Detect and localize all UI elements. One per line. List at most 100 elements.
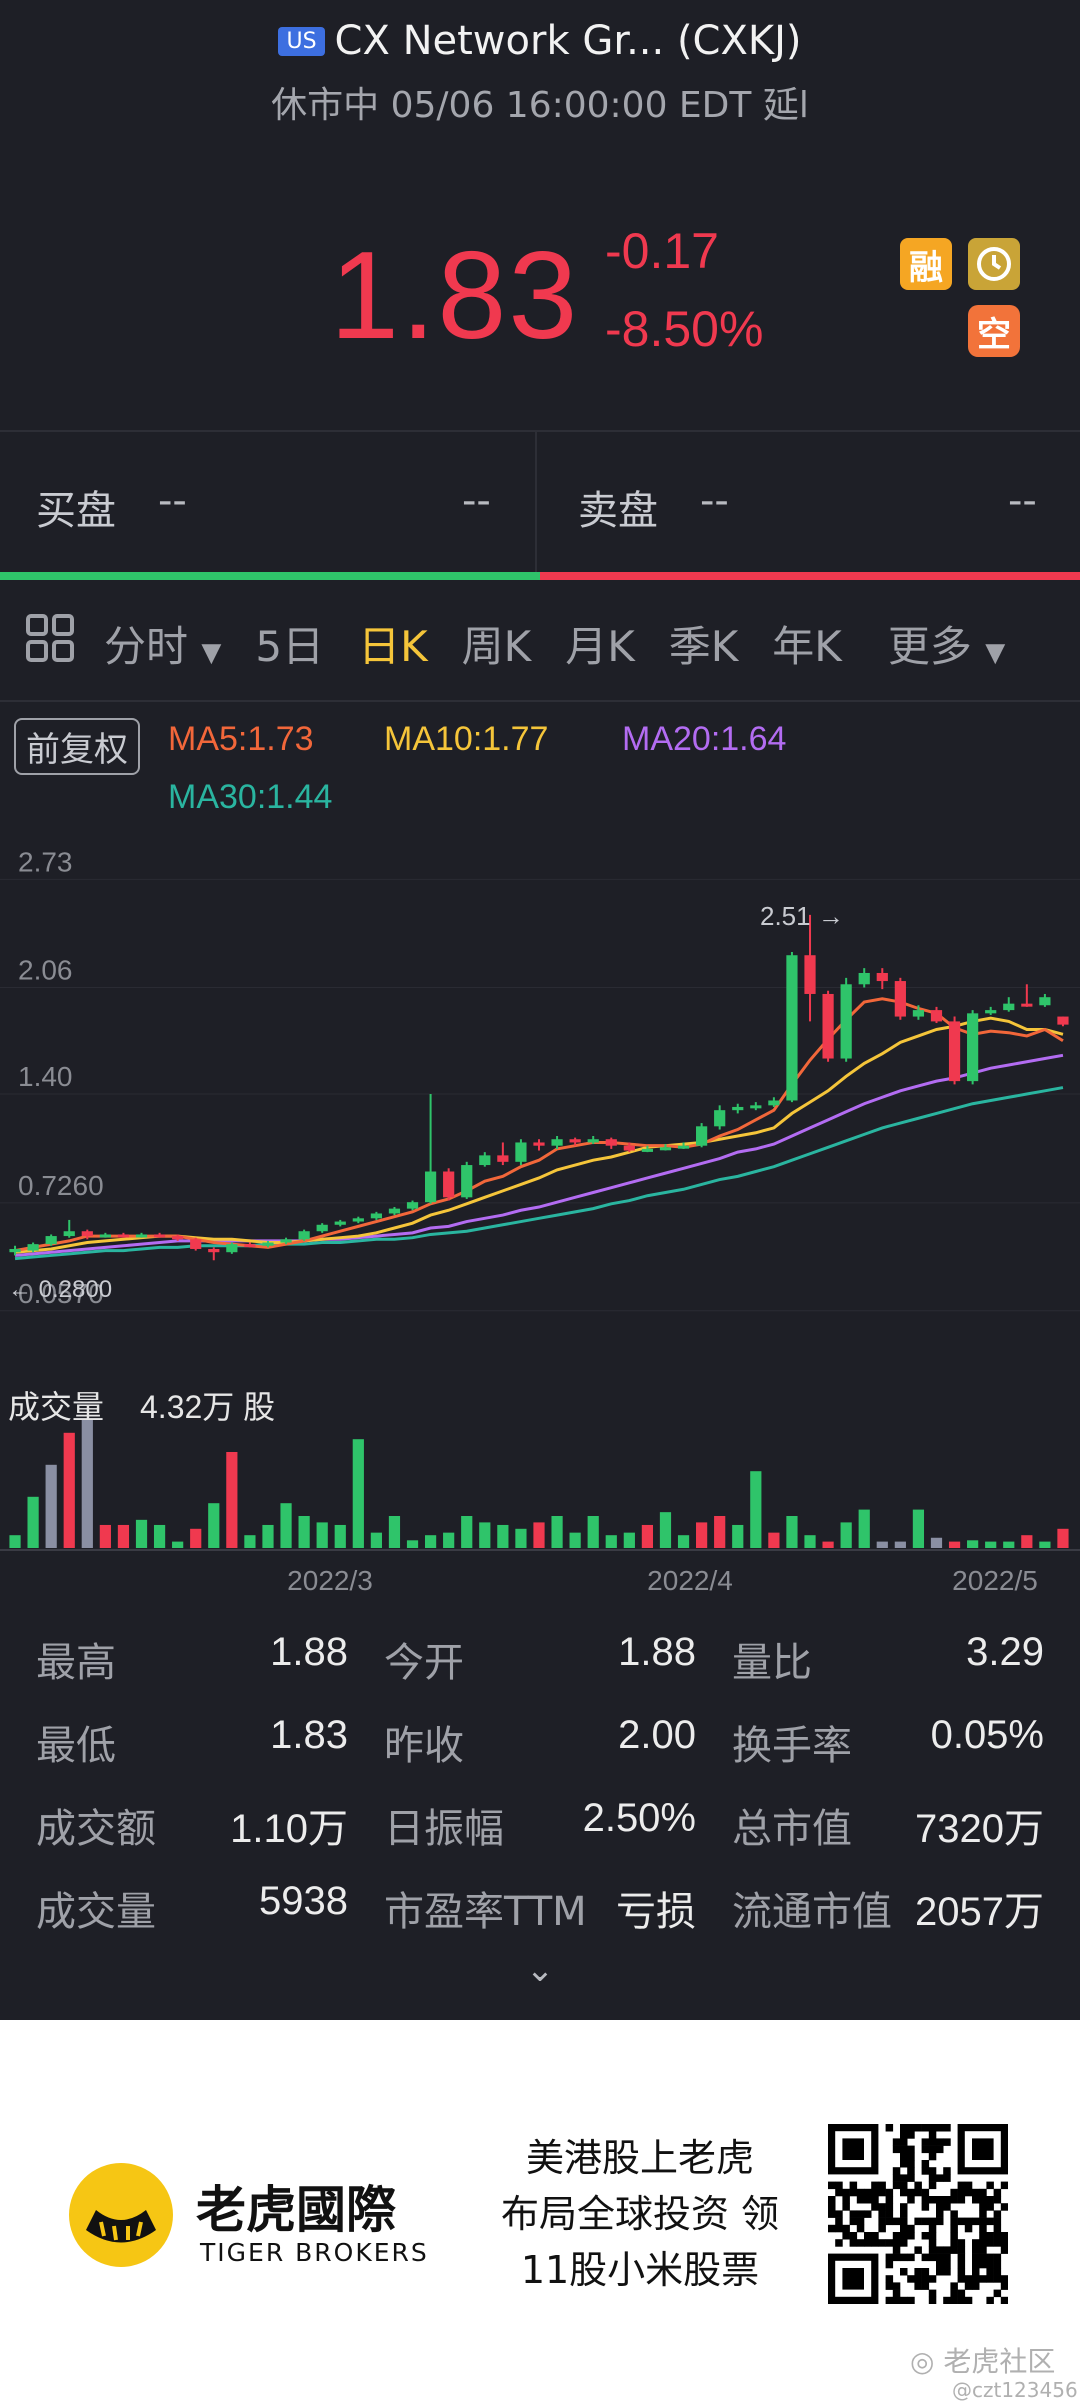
margin-tag[interactable]: 融 [900, 238, 952, 290]
tab-monthly[interactable]: 月K [565, 621, 635, 671]
candle-body [352, 1218, 364, 1222]
qr-module [943, 2167, 951, 2175]
qr-module [993, 2217, 1002, 2226]
tab-weekly[interactable]: 周K [461, 621, 532, 671]
qr-module [892, 2145, 901, 2154]
volume-value: 4.32万 股 [140, 1389, 276, 1425]
qr-module [972, 2282, 980, 2290]
qr-module [907, 2131, 915, 2139]
qr-module [950, 2282, 958, 2290]
qr-module [979, 2210, 987, 2218]
qr-module [921, 2217, 930, 2226]
tab-daily[interactable]: 日K [358, 621, 428, 671]
qr-module [892, 2239, 901, 2247]
stat-value: 2.00 [618, 1713, 696, 1757]
qr-module [892, 2138, 901, 2146]
volume-bar [226, 1452, 238, 1548]
kline-chart[interactable]: 2.73 2.06 1.40 0.7260 0.0570 2.51 → ← 0.2800 20… [0, 830, 1080, 1600]
qr-module [928, 2131, 937, 2139]
qr-module [993, 2188, 1002, 2197]
ma20-value: MA20:1.64 [622, 720, 787, 758]
qr-module [1000, 2181, 1008, 2190]
tab-yearly[interactable]: 年K [772, 621, 842, 671]
qr-module [921, 2268, 930, 2276]
qr-module [864, 2210, 872, 2218]
qr-module [950, 2239, 958, 2247]
qr-module [979, 2232, 987, 2240]
qr-module [878, 2224, 886, 2233]
volume-bar [316, 1522, 328, 1548]
stat-label: 换手率 [732, 1723, 852, 1769]
qr-module [856, 2239, 865, 2247]
candle-body [605, 1139, 617, 1146]
chevron-down-icon: ▼ [201, 637, 222, 668]
qr-module [871, 2203, 879, 2211]
volume-bar [172, 1541, 184, 1548]
qr-module [964, 2188, 973, 2197]
tab-5day[interactable]: 5日 [255, 621, 325, 671]
qr-module [907, 2275, 915, 2283]
qr-module [964, 2217, 973, 2226]
qr-module [921, 2253, 930, 2262]
qr-module [828, 2224, 836, 2233]
stat-label: 今开 [384, 1640, 464, 1686]
qr-module [900, 2268, 908, 2276]
candle-body [334, 1221, 346, 1225]
qr-module [907, 2160, 915, 2168]
tab-more[interactable]: 更多 ▼ [887, 621, 1006, 671]
candle-body [45, 1236, 57, 1245]
candle-body [1003, 1003, 1015, 1011]
qr-module [972, 2196, 980, 2204]
qr-module [936, 2145, 944, 2154]
adjust-mode-button[interactable]: 前复权 [14, 718, 140, 775]
stat-label: 成交量 [36, 1889, 156, 1935]
promo-line-3: 11股小米股票 [520, 2248, 760, 2292]
qr-module [972, 2217, 980, 2226]
expand-chevron-icon[interactable]: ⌄ [525, 1950, 555, 1990]
tab-intraday[interactable]: 分时 ▼ [104, 621, 222, 671]
qr-module [928, 2124, 937, 2132]
short-tag[interactable]: 空 [968, 305, 1020, 357]
qr-module [943, 2174, 951, 2182]
qr-finder [842, 2268, 864, 2290]
qr-module [928, 2217, 937, 2226]
qr-module [907, 2152, 915, 2161]
candle-body [985, 1010, 997, 1014]
qr-module [835, 2239, 843, 2247]
volume-bar [804, 1535, 816, 1548]
qr-module [892, 2246, 901, 2254]
candle-body [9, 1248, 21, 1253]
layout-grid-icon[interactable] [24, 612, 76, 674]
stat-label: 日振幅 [384, 1806, 504, 1852]
volume-bar [352, 1439, 364, 1548]
qr-module [885, 2253, 894, 2262]
candle-body [515, 1142, 527, 1162]
stat-label: 市盈率TTM [384, 1889, 587, 1935]
stat-value: 1.83 [270, 1713, 348, 1757]
qr-module [979, 2188, 987, 2197]
qr-module [986, 2217, 994, 2226]
qr-module [914, 2246, 922, 2254]
volume-bar [262, 1524, 274, 1548]
stat-value: 3.29 [966, 1630, 1044, 1674]
volume-bar [768, 1532, 780, 1548]
qr-module [907, 2196, 915, 2204]
qr-module [950, 2217, 958, 2226]
bid-panel[interactable]: 买盘 -- -- [0, 432, 535, 572]
qr-module [921, 2275, 930, 2283]
qr-module [986, 2232, 994, 2240]
qr-module [900, 2232, 908, 2240]
qr-module [964, 2275, 973, 2283]
ask-panel[interactable]: 卖盘 -- -- [538, 432, 1080, 572]
tab-quarterly[interactable]: 季K [668, 621, 739, 671]
history-icon[interactable] [968, 238, 1020, 290]
volume-bar [786, 1516, 798, 1548]
qr-module [964, 2181, 973, 2190]
volume-bar [623, 1532, 635, 1548]
qr-module [950, 2196, 958, 2204]
qr-module [892, 2232, 901, 2240]
low-price-label: ← 0.2800 [8, 1276, 112, 1303]
candle-body [912, 1010, 925, 1017]
qr-module [878, 2188, 886, 2197]
qr-module [957, 2296, 966, 2304]
